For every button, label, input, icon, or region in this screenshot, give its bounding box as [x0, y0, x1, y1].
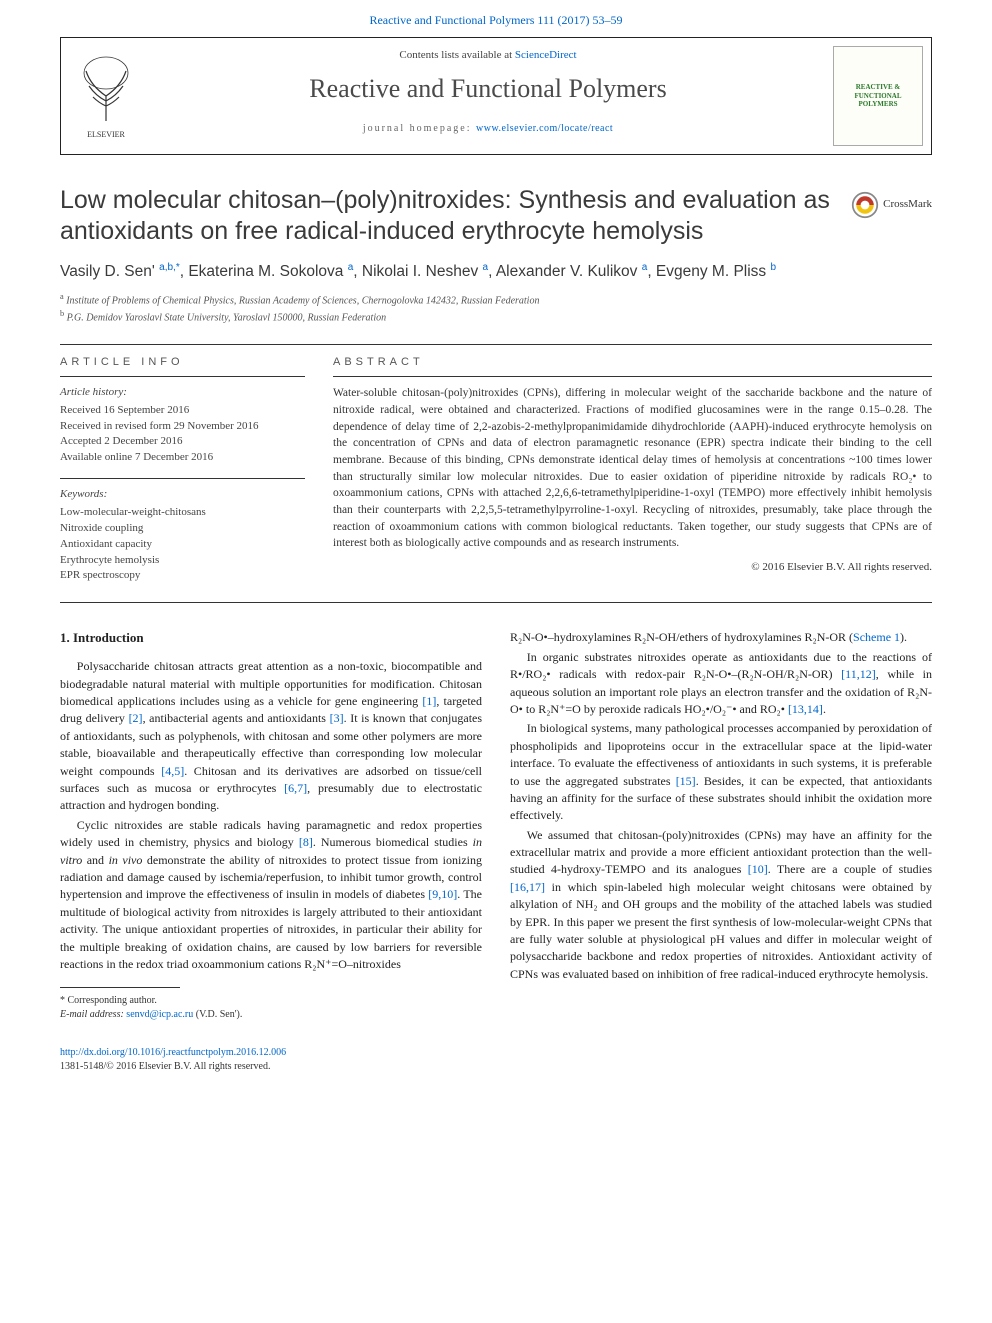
cover-title-2: FUNCTIONAL [854, 92, 901, 100]
info-divider [60, 478, 305, 479]
keyword: Nitroxide coupling [60, 521, 305, 537]
affiliation-a: a Institute of Problems of Chemical Phys… [60, 291, 932, 308]
article-info-column: ARTICLE INFO Article history: Received 1… [60, 345, 305, 585]
crossmark-icon [851, 191, 879, 219]
history-label: Article history: [60, 385, 305, 400]
elsevier-tree-icon: ELSEVIER [71, 51, 141, 141]
journal-cover-thumb: REACTIVE & FUNCTIONAL POLYMERS [833, 46, 923, 146]
paragraph: We assumed that chitosan-(poly)nitroxide… [510, 827, 932, 984]
footnote-separator [60, 987, 180, 988]
body-columns: 1. Introduction Polysaccharide chitosan … [60, 629, 932, 1022]
left-column: 1. Introduction Polysaccharide chitosan … [60, 629, 482, 1022]
abstract-copyright: © 2016 Elsevier B.V. All rights reserved… [333, 560, 932, 575]
keyword: Low-molecular-weight-chitosans [60, 505, 305, 521]
keyword: Erythrocyte hemolysis [60, 553, 305, 569]
affil-text-b: P.G. Demidov Yaroslavl State University,… [67, 313, 386, 324]
intro-heading: 1. Introduction [60, 629, 482, 648]
email-footnote: E-mail address: senvd@icp.ac.ru (V.D. Se… [60, 1008, 482, 1022]
info-abstract-row: ARTICLE INFO Article history: Received 1… [60, 345, 932, 585]
header-center: Contents lists available at ScienceDirec… [151, 38, 825, 154]
journal-name: Reactive and Functional Polymers [151, 71, 825, 107]
crossmark-label: CrossMark [883, 197, 932, 212]
contents-prefix: Contents lists available at [399, 49, 514, 61]
history-item: Received in revised form 29 November 201… [60, 419, 305, 435]
email-link[interactable]: senvd@icp.ac.ru [126, 1009, 193, 1020]
citation-bar: Reactive and Functional Polymers 111 (20… [0, 0, 992, 37]
history-item: Received 16 September 2016 [60, 403, 305, 419]
svg-text:ELSEVIER: ELSEVIER [87, 130, 125, 139]
email-label: E-mail address: [60, 1009, 126, 1020]
article-title: Low molecular chitosan–(poly)nitroxides:… [60, 185, 840, 248]
abstract-heading: ABSTRACT [333, 345, 932, 377]
doi-link[interactable]: http://dx.doi.org/10.1016/j.reactfunctpo… [60, 1047, 286, 1058]
homepage-prefix: journal homepage: [363, 123, 476, 134]
right-column: R₂N-O•–hydroxylamines R₂N-OH/ethers of h… [510, 629, 932, 1022]
affiliations: a Institute of Problems of Chemical Phys… [60, 291, 932, 326]
contents-line: Contents lists available at ScienceDirec… [151, 48, 825, 63]
homepage-link[interactable]: www.elsevier.com/locate/react [476, 123, 613, 134]
abstract-column: ABSTRACT Water-soluble chitosan-(poly)ni… [333, 345, 932, 585]
keywords-list: Low-molecular-weight-chitosans Nitroxide… [60, 505, 305, 585]
issn-copyright: 1381-5148/© 2016 Elsevier B.V. All right… [60, 1061, 270, 1072]
history-list: Received 16 September 2016 Received in r… [60, 403, 305, 467]
divider-bottom [60, 602, 932, 603]
affil-text-a: Institute of Problems of Chemical Physic… [66, 295, 539, 306]
affiliation-b: b P.G. Demidov Yaroslavl State Universit… [60, 308, 932, 325]
page-footer: http://dx.doi.org/10.1016/j.reactfunctpo… [60, 1046, 932, 1074]
article-header: CrossMark Low molecular chitosan–(poly)n… [60, 185, 932, 326]
homepage-line: journal homepage: www.elsevier.com/locat… [151, 122, 825, 136]
cover-title-1: REACTIVE & [856, 83, 901, 91]
keywords-label: Keywords: [60, 487, 305, 502]
author-list: Vasily D. Sen' a,b,*, Ekaterina M. Sokol… [60, 261, 932, 283]
abstract-text: Water-soluble chitosan-(poly)nitroxides … [333, 385, 932, 552]
paragraph: In organic substrates nitroxides operate… [510, 649, 932, 719]
paragraph: Cyclic nitroxides are stable radicals ha… [60, 817, 482, 974]
paragraph: R₂N-O•–hydroxylamines R₂N-OH/ethers of h… [510, 629, 932, 646]
keyword: EPR spectroscopy [60, 568, 305, 584]
history-item: Available online 7 December 2016 [60, 450, 305, 466]
cover-title-3: POLYMERS [858, 100, 897, 108]
elsevier-logo: ELSEVIER [61, 38, 151, 154]
citation-link[interactable]: Reactive and Functional Polymers 111 (20… [369, 13, 622, 27]
paragraph: Polysaccharide chitosan attracts great a… [60, 658, 482, 815]
keyword: Antioxidant capacity [60, 537, 305, 553]
sciencedirect-link[interactable]: ScienceDirect [515, 49, 577, 61]
article-info-heading: ARTICLE INFO [60, 345, 305, 377]
email-tail: (V.D. Sen'). [193, 1009, 242, 1020]
paragraph: In biological systems, many pathological… [510, 720, 932, 824]
history-item: Accepted 2 December 2016 [60, 434, 305, 450]
journal-header: ELSEVIER Contents lists available at Sci… [60, 37, 932, 155]
crossmark-badge[interactable]: CrossMark [851, 191, 932, 219]
corresponding-footnote: * Corresponding author. [60, 994, 482, 1008]
